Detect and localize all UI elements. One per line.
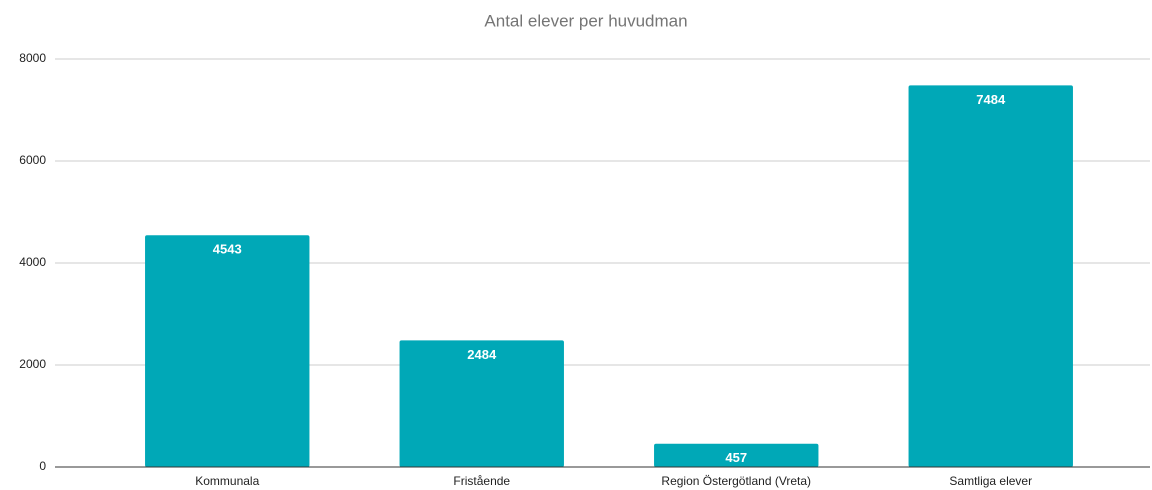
value-label: 457 (725, 450, 747, 465)
bar (399, 340, 564, 467)
value-label: 2484 (467, 347, 497, 362)
bar (654, 443, 819, 467)
value-label: 7484 (976, 92, 1006, 107)
x-tick-label: Fristående (453, 474, 510, 488)
y-tick-label: 0 (39, 459, 46, 473)
value-label: 4543 (213, 242, 242, 257)
y-tick-label: 2000 (19, 357, 46, 371)
x-tick-label: Region Östergötland (Vreta) (661, 474, 811, 488)
x-tick-label: Kommunala (195, 474, 259, 488)
chart-title: Antal elever per huvudman (484, 11, 687, 30)
y-tick-label: 8000 (19, 51, 46, 65)
bar (145, 235, 310, 467)
y-tick-label: 4000 (19, 255, 46, 269)
bar (908, 85, 1073, 467)
x-tick-label: Samtliga elever (949, 474, 1032, 488)
y-tick-label: 6000 (19, 153, 46, 167)
